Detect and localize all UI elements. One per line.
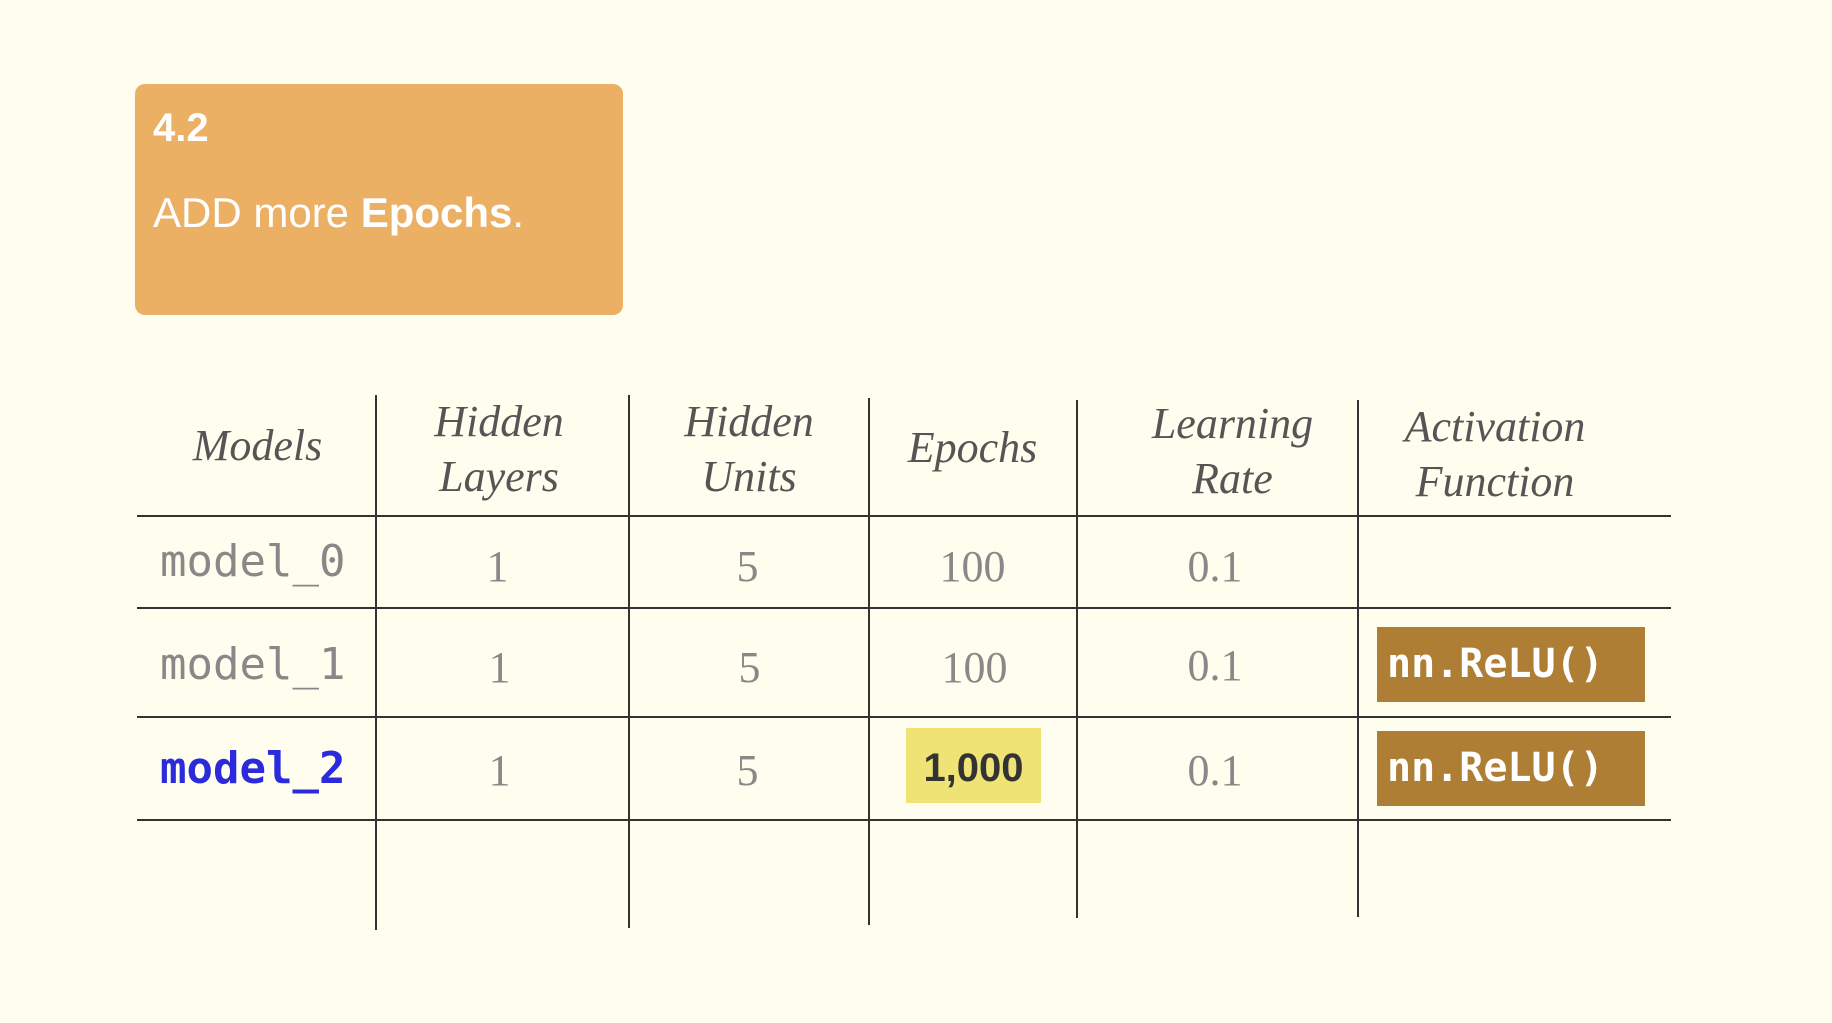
step-instruction-bold: Epochs	[360, 189, 513, 236]
row-divider	[137, 819, 1671, 821]
hidden-units-value: 5	[738, 643, 761, 692]
column-divider	[628, 395, 630, 928]
header-learning-rate: Learning Rate	[1100, 396, 1365, 506]
header-models-label: Models	[192, 421, 323, 470]
epochs-value-highlighted: 1,000	[923, 746, 1024, 790]
step-instruction-suffix: .	[512, 189, 525, 236]
column-divider	[1076, 400, 1078, 918]
step-instruction-prefix: ADD more	[153, 189, 361, 236]
model-name: model_1	[160, 639, 346, 690]
hidden-layers-value: 1	[488, 746, 511, 795]
epochs-highlight	[906, 728, 1041, 803]
header-hidden-layers-line1: Hidden	[434, 397, 564, 446]
epochs-value: 100	[941, 643, 1008, 692]
header-divider	[137, 515, 1671, 517]
header-hidden-units-line1: Hidden	[684, 397, 814, 446]
hidden-layers-value: 1	[486, 542, 509, 591]
header-activation-function-line2: Function	[1415, 457, 1575, 506]
learning-rate-value: 0.1	[1187, 542, 1243, 591]
header-hidden-units: Hidden Units	[640, 394, 858, 504]
hidden-layers-value: 1	[488, 643, 511, 692]
header-activation-function-line1: Activation	[1404, 402, 1586, 451]
row-divider	[137, 716, 1671, 718]
step-instruction: ADD more Epochs.	[153, 192, 524, 234]
header-hidden-layers-line2: Layers	[439, 452, 559, 501]
hidden-units-value: 5	[736, 542, 759, 591]
row-divider	[137, 607, 1671, 609]
step-callout: 4.2 ADD more Epochs.	[135, 84, 623, 315]
column-divider	[868, 398, 870, 925]
hidden-units-value: 5	[736, 746, 759, 795]
column-divider	[1357, 400, 1359, 917]
header-hidden-layers: Hidden Layers	[390, 394, 608, 504]
model-name: model_0	[160, 536, 346, 587]
learning-rate-value: 0.1	[1187, 641, 1243, 690]
activation-function-badge: nn.ReLU()	[1377, 627, 1645, 702]
header-activation-function: Activation Function	[1370, 399, 1620, 509]
header-learning-rate-line1: Learning	[1151, 399, 1314, 448]
step-number: 4.2	[153, 106, 209, 150]
epochs-value: 100	[939, 542, 1006, 591]
header-epochs-label: Epochs	[907, 423, 1038, 472]
learning-rate-value: 0.1	[1187, 746, 1243, 795]
activation-function-badge: nn.ReLU()	[1377, 731, 1645, 806]
header-models: Models	[160, 418, 355, 473]
header-epochs: Epochs	[880, 420, 1065, 475]
header-learning-rate-line2: Rate	[1192, 454, 1273, 503]
header-hidden-units-line2: Units	[701, 452, 797, 501]
column-divider	[375, 395, 377, 930]
model-name-active: model_2	[160, 743, 346, 794]
